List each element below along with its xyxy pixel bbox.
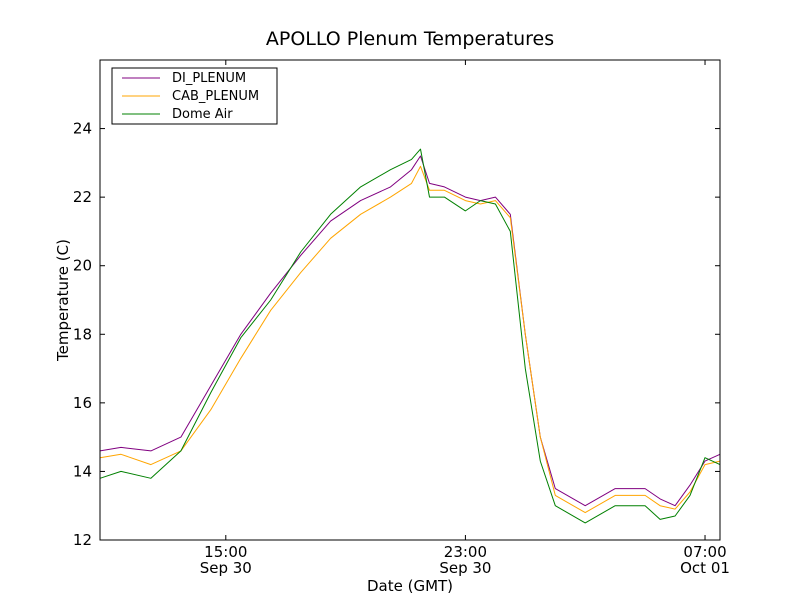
legend-label-cab-plenum: CAB_PLENUM [172, 89, 259, 104]
x-tick-label-date: Oct 01 [680, 559, 730, 577]
x-tick-label-time: 07:00 [683, 543, 726, 561]
y-tick-label: 20 [73, 257, 92, 275]
y-tick-label: 16 [73, 394, 92, 412]
plot-frame [99, 59, 721, 541]
series-line-di-plenum [99, 155, 721, 507]
legend-label-di-plenum: DI_PLENUM [172, 71, 246, 86]
y-tick-label: 18 [73, 325, 92, 343]
y-tick-label: 14 [73, 462, 92, 480]
x-tick-label-time: 15:00 [204, 543, 247, 561]
x-axis-label: Date (GMT) [367, 577, 453, 595]
x-tick-label-time: 23:00 [444, 543, 487, 561]
legend-label-dome-air: Dome Air [172, 107, 233, 122]
y-tick-label: 24 [73, 120, 92, 138]
y-tick-label: 12 [73, 531, 92, 549]
series-line-dome-air [99, 148, 721, 524]
chart-title: APOLLO Plenum Temperatures [266, 28, 554, 50]
y-tick-label: 22 [73, 188, 92, 206]
legend: DI_PLENUM CAB_PLENUM Dome Air [111, 67, 278, 125]
series-layer [99, 148, 721, 524]
series-line-cab-plenum [99, 165, 721, 514]
x-tick-label-date: Sep 30 [200, 559, 252, 577]
x-tick-label-date: Sep 30 [439, 559, 491, 577]
y-axis-label: Temperature (C) [54, 239, 72, 362]
